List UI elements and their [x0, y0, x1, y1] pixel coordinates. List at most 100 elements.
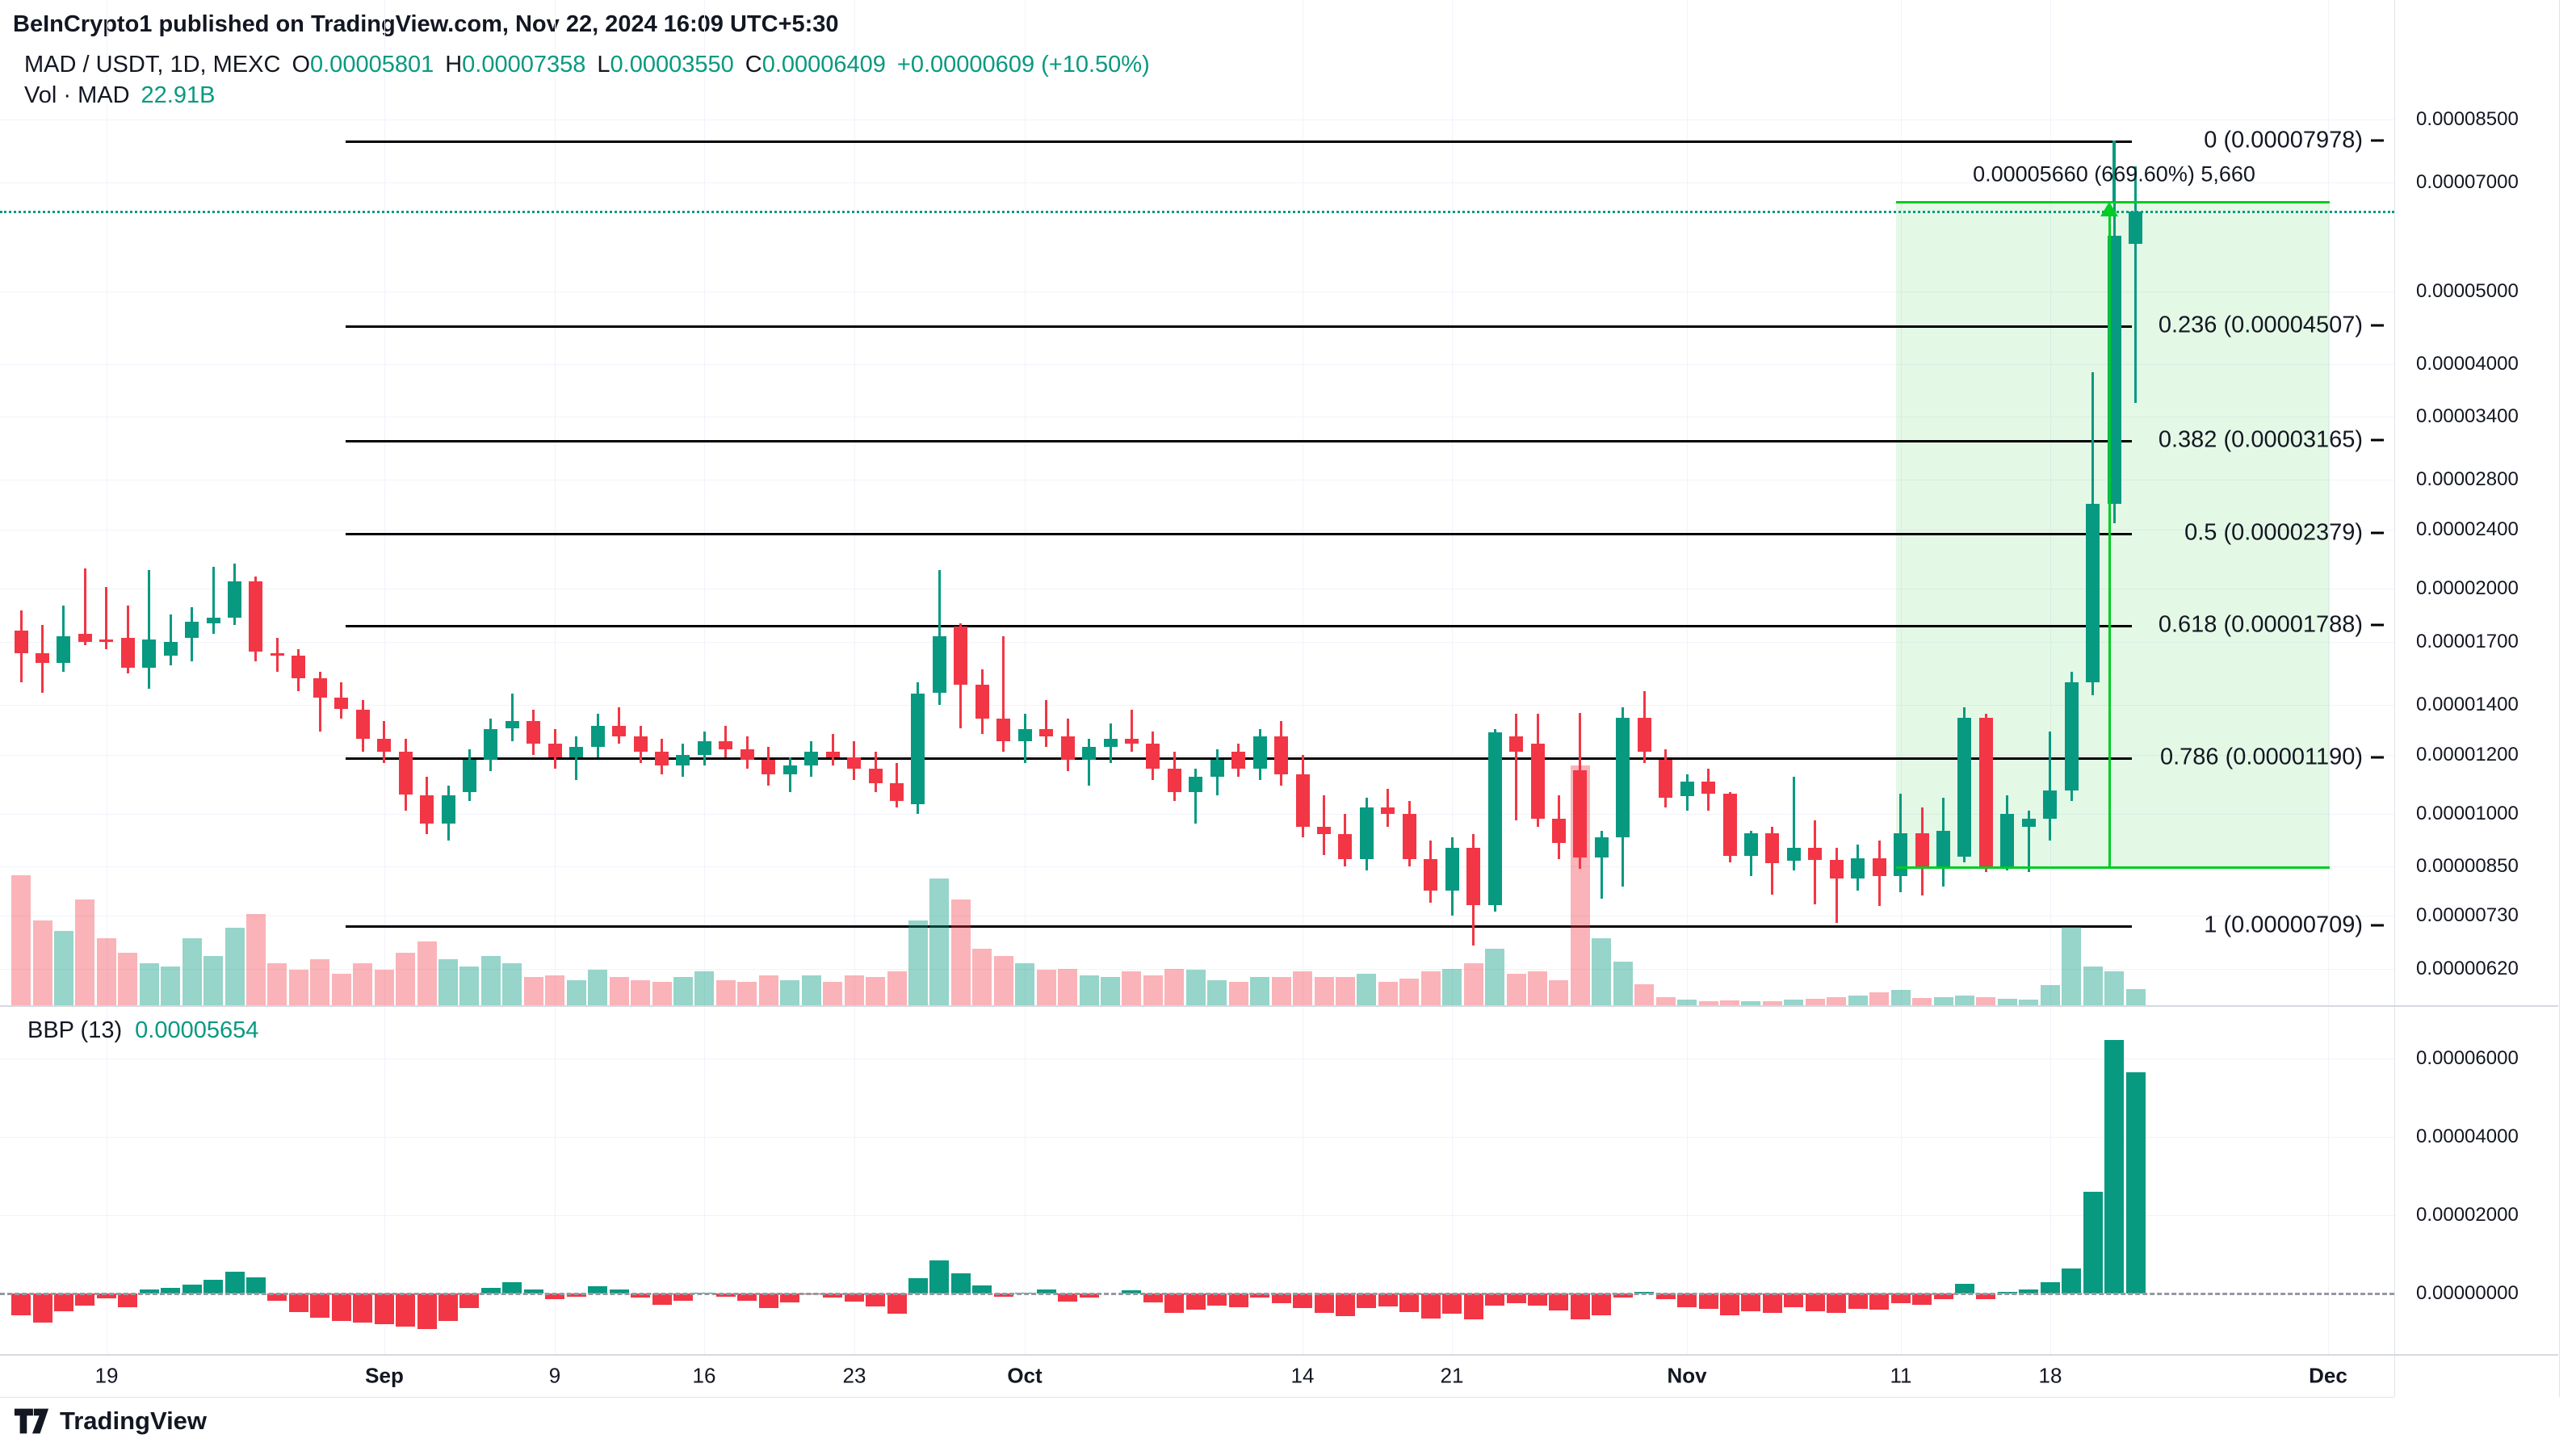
time-axis-label: 19 [94, 1363, 119, 1387]
price-axis[interactable]: USDT 0.00006409 13:20:29 22.91B 0.000056… [2394, 0, 2560, 1397]
candle-body [655, 752, 669, 766]
volume-bar [1698, 1000, 1718, 1005]
candle-body [1894, 832, 1908, 876]
volume-bar [694, 971, 715, 1005]
candle-body [2064, 682, 2079, 790]
candle-body [206, 618, 220, 623]
candle-body [1915, 832, 1929, 868]
time-axis-label: 9 [548, 1363, 561, 1387]
time-axis-label: Dec [2309, 1363, 2347, 1387]
close-value: 0.00006409 [761, 52, 886, 78]
volume-bar [866, 977, 885, 1005]
low-label: L [597, 52, 610, 78]
candle-body [527, 721, 541, 744]
volume-bar [203, 955, 223, 1005]
bbp-bar [1549, 1294, 1569, 1310]
tradingview-logo[interactable]: TradingView [13, 1405, 207, 1437]
grid-hline [0, 754, 2394, 756]
candle-body [142, 639, 157, 668]
open-label: O [292, 52, 310, 78]
bbp-bar [139, 1289, 159, 1294]
price-tick-label: 0.00000620 [2416, 958, 2519, 979]
tradingview-icon [14, 1408, 49, 1434]
candle-wick [1835, 848, 1838, 923]
bbp-bar [396, 1294, 416, 1327]
candle-body [249, 581, 263, 652]
candle-wick [1194, 768, 1198, 824]
candle-body [954, 627, 968, 685]
candle-body [420, 795, 434, 824]
grid-hline [0, 813, 2394, 815]
bbp-bar [245, 1277, 266, 1294]
volume-label: Vol · MAD [24, 82, 130, 108]
volume-bar [1613, 961, 1633, 1005]
volume-bar [1036, 970, 1056, 1005]
bbp-bar [631, 1294, 650, 1298]
bbp-bar [1528, 1294, 1547, 1306]
volume-bar [1271, 977, 1291, 1005]
fib-label-text: 0.236 (0.00004507) [2158, 312, 2363, 338]
candle-body [99, 639, 114, 643]
volume-bar [2062, 927, 2082, 1005]
volume-bar [652, 982, 672, 1005]
volume-bar [1101, 977, 1120, 1005]
fib-label-text: 0.382 (0.00003165) [2158, 426, 2363, 453]
bbp-bar [1271, 1294, 1291, 1304]
volume-bar [1207, 980, 1227, 1005]
bbp-bar [545, 1294, 565, 1300]
symbol-title[interactable]: MAD / USDT, 1D, MEXC [24, 52, 281, 78]
fib-label-dash [2371, 623, 2384, 627]
candle-wick [148, 570, 151, 690]
volume-bar [1314, 977, 1334, 1005]
volume-bar [1420, 971, 1441, 1005]
volume-bar [75, 899, 95, 1005]
fib-trend-line [2112, 140, 2115, 203]
range-arrow-head [2100, 202, 2118, 217]
volume-bar [1912, 998, 1932, 1005]
volume-bar [1185, 970, 1206, 1005]
candle-body [676, 754, 690, 766]
candle-body [782, 765, 797, 774]
volume-bar [438, 959, 458, 1005]
candle-body [484, 728, 498, 761]
price-tick-label: 0.00002800 [2416, 468, 2519, 491]
volume-bar [823, 982, 843, 1005]
volume-bar [2125, 988, 2146, 1005]
volume-bar [1677, 1000, 1697, 1005]
candle-body [740, 749, 754, 761]
bbp-label[interactable]: BBP (13) [27, 1017, 123, 1043]
volume-bar [1250, 977, 1270, 1005]
bbp-tick-label: 0.00004000 [2416, 1126, 2519, 1147]
candle-body [1509, 736, 1523, 753]
volume-bar [1827, 997, 1847, 1005]
bbp-bar [1976, 1294, 1996, 1300]
candle-body [1402, 813, 1416, 859]
volume-bar [11, 874, 31, 1005]
volume-bar [737, 982, 757, 1005]
volume-bar [1442, 968, 1462, 1005]
candle-wick [1002, 635, 1005, 753]
volume-bar [1933, 996, 1953, 1005]
candle-body [462, 760, 476, 792]
bbp-bar [353, 1294, 373, 1323]
volume-bar [182, 938, 202, 1005]
candle-body [804, 752, 819, 766]
fib-label-text: 0.618 (0.00001788) [2158, 611, 2363, 638]
volume-bar [2019, 1000, 2039, 1005]
candle-body [398, 752, 413, 795]
grid-vline [555, 0, 556, 1354]
bbp-bar [2083, 1191, 2103, 1294]
candle-wick [1814, 820, 1817, 905]
bbp-bar [1228, 1294, 1248, 1307]
candle-body [1424, 858, 1438, 891]
grid-vline [1025, 0, 1026, 1354]
range-annotation: 0.00005660 (669.60%) 5,660 [1973, 161, 2255, 187]
price-tick-label: 0.00004000 [2416, 352, 2519, 375]
volume-bar [1463, 962, 1483, 1005]
time-axis[interactable]: 19 Sep 9 16 23 Oct 14 21 Nov 11 18 Dec [0, 1354, 2394, 1398]
candle-body [761, 760, 776, 774]
candle-body [1637, 717, 1651, 753]
bbp-bar [1293, 1294, 1312, 1309]
chart-plot-area[interactable]: 0.00005660 (669.60%) 5,660 0 (0.00007978)… [0, 0, 2394, 1354]
candle-body [1829, 859, 1844, 878]
